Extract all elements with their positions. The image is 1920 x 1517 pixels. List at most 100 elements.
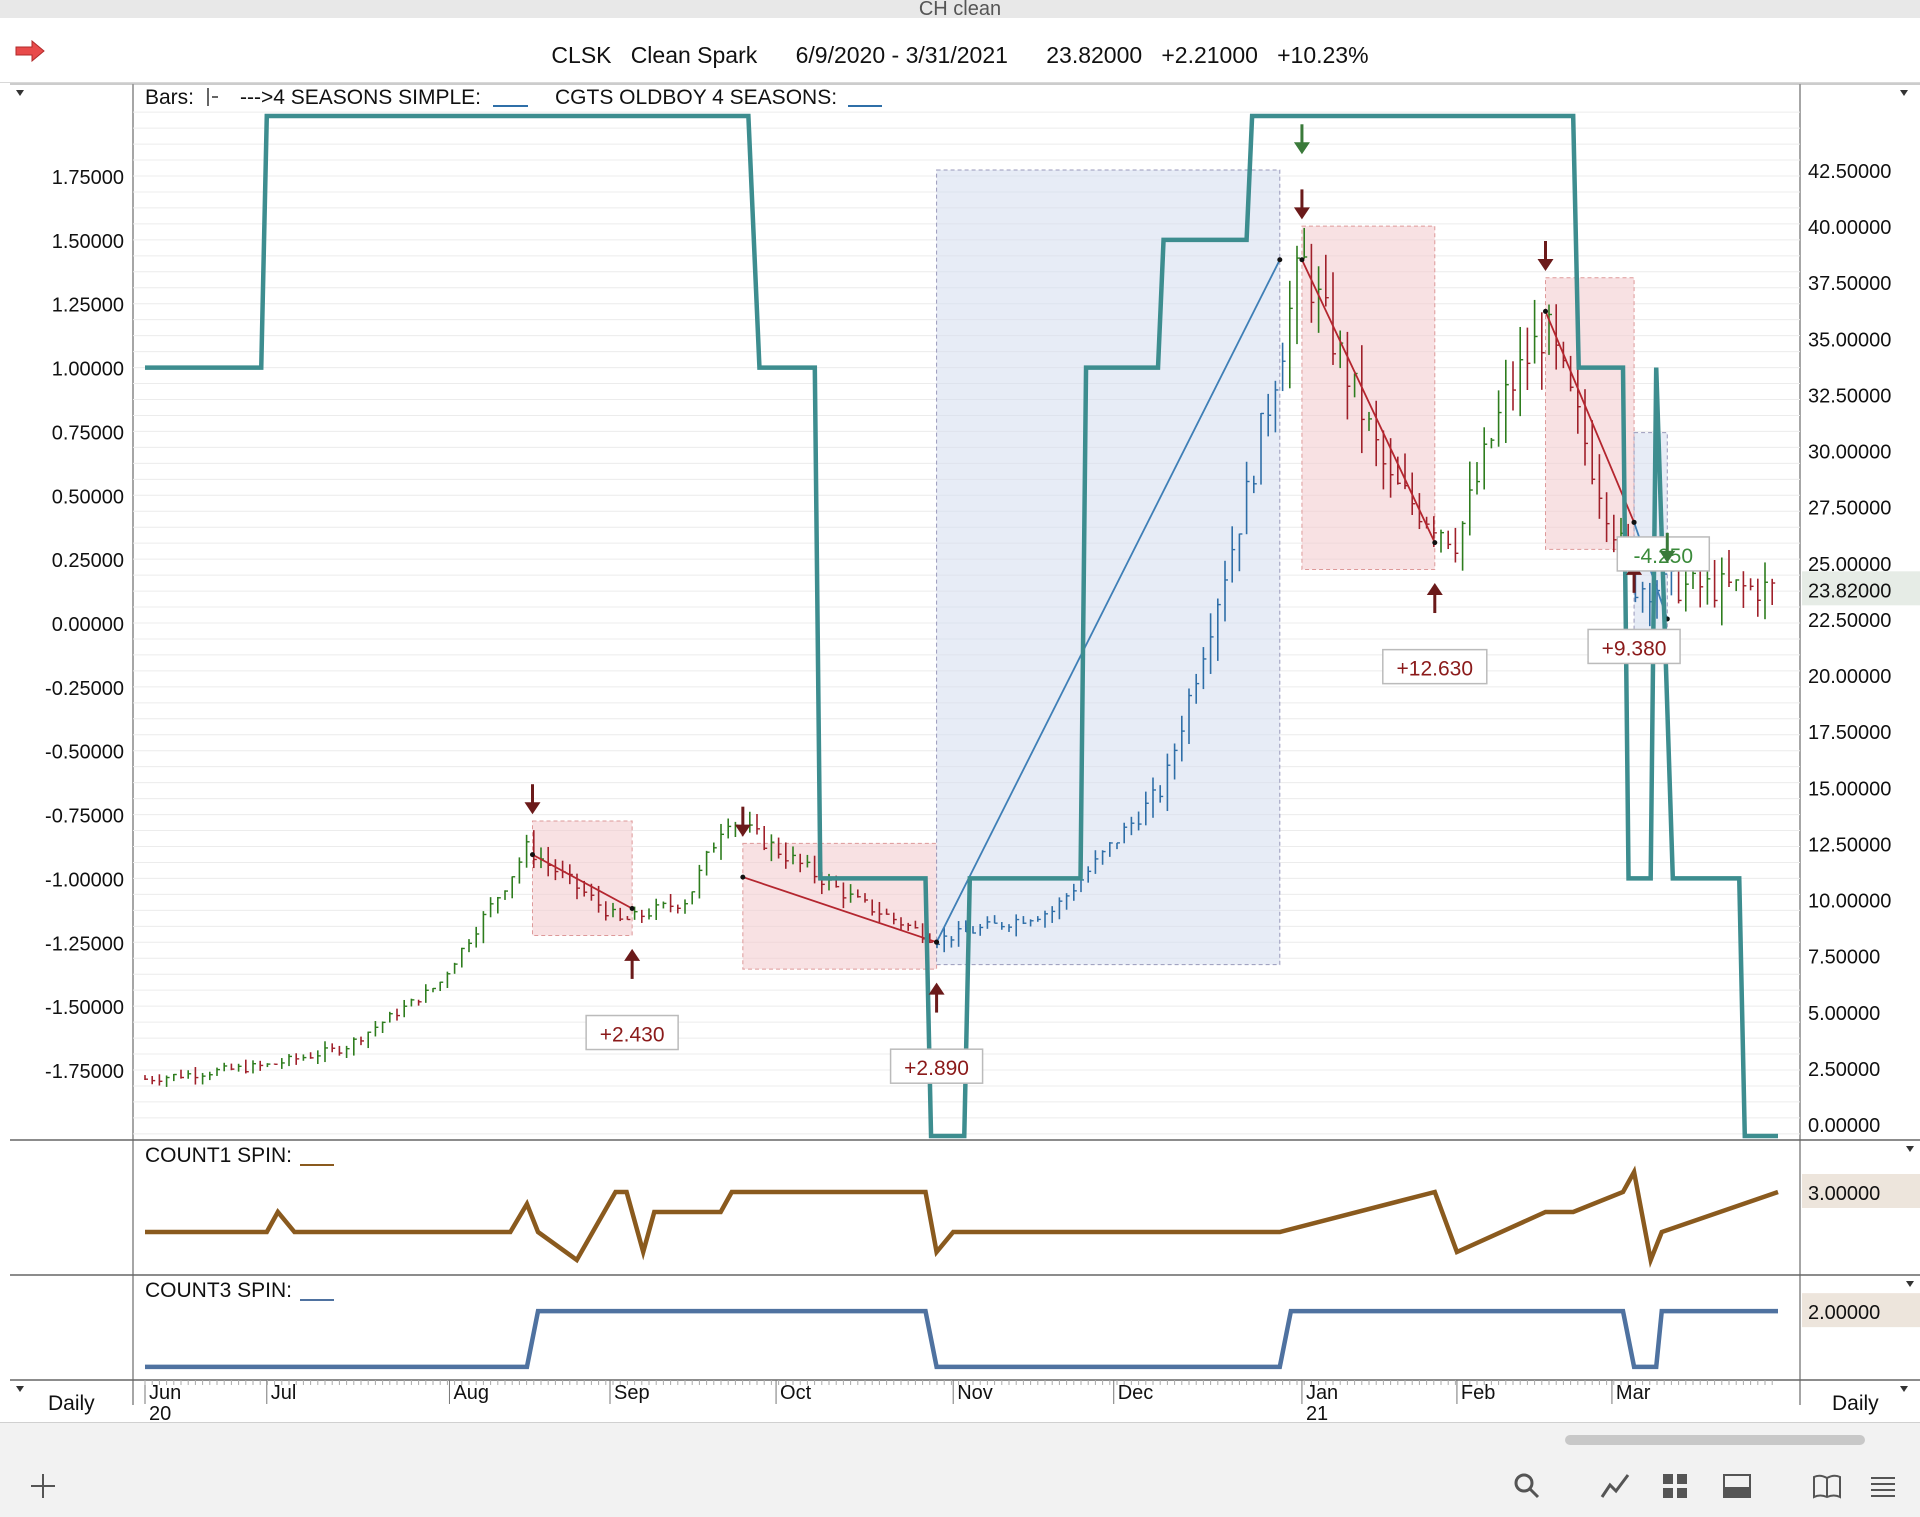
left-tick-label: 0.75000 (52, 422, 124, 444)
count3-panel: 2.00000 (145, 1293, 1920, 1370)
window-title: CH clean (918, 0, 1002, 20)
trade-markers: +2.430+2.890+12.630+9.380-4.250 (524, 124, 1711, 1084)
month-label: Jun (149, 1382, 181, 1404)
count3-label: COUNT3 SPIN: (145, 1279, 292, 1302)
timeframe-left[interactable]: Daily (48, 1392, 95, 1415)
up-arrow-icon (624, 948, 641, 979)
arrow-head (734, 824, 751, 837)
chart-area[interactable]: +2.430+2.890+12.630+9.380-4.250 1.750001… (0, 82, 1920, 1425)
book-icon[interactable] (1810, 1469, 1844, 1503)
line-chart-icon[interactable] (1598, 1469, 1632, 1503)
count1-panel: 3.00000 (145, 1165, 1920, 1269)
count-value-label: 3.00000 (1808, 1183, 1880, 1205)
count1-menu-icon[interactable] (1906, 1146, 1914, 1152)
left-tick-label: 0.25000 (52, 550, 124, 572)
arrow-head (1659, 550, 1676, 563)
timeframe-right[interactable]: Daily (1832, 1392, 1879, 1415)
right-tick-label: 15.00000 (1808, 778, 1891, 800)
month-label: Feb (1461, 1382, 1495, 1404)
arrow-head (1293, 207, 1310, 220)
time-axis: Jun Jul Aug Sep Oct Nov Dec Jan Feb Mar 20 21 (144, 1380, 1773, 1425)
menu-icon[interactable] (1866, 1469, 1900, 1503)
trade-lines (529, 257, 1670, 945)
price-change-pct: +10.23% (1277, 42, 1369, 68)
right-tick-label: 0.00000 (1808, 1115, 1880, 1137)
symbol: CLSK (551, 42, 612, 68)
last-price-tag (1802, 571, 1920, 606)
trade-label: +9.380 (1602, 637, 1667, 660)
up-arrow-icon (1426, 583, 1443, 614)
trade-entry-dot (934, 939, 940, 945)
left-tick-label: 1.50000 (52, 231, 124, 253)
plus-icon[interactable] (26, 1469, 60, 1503)
right-tick-label: 37.50000 (1808, 273, 1891, 295)
arrow-head (928, 982, 945, 995)
grid-layout-icon[interactable] (1658, 1469, 1692, 1503)
trade-entry-dot (1543, 308, 1549, 314)
trade-entry-dot (1299, 257, 1305, 263)
left-tick-label: -1.50000 (45, 997, 124, 1019)
right-tick-label: 12.50000 (1808, 834, 1891, 856)
trade-line (532, 853, 633, 910)
month-label: Nov (957, 1382, 993, 1404)
right-tick-label: 5.00000 (1808, 1003, 1880, 1025)
right-tick-label: 17.50000 (1808, 722, 1891, 744)
right-tick-label: 25.00000 (1808, 554, 1891, 576)
search-icon[interactable] (1510, 1469, 1544, 1503)
right-tick-label: 22.50000 (1808, 610, 1891, 632)
trade-box (936, 169, 1281, 966)
month-label: Mar (1616, 1382, 1651, 1404)
count-line (145, 1308, 1778, 1370)
trade-label-box (585, 1014, 679, 1051)
left-tick-label: -1.25000 (45, 933, 124, 955)
right-axis: 42.50000 40.00000 37.50000 35.00000 32.50000… (1802, 161, 1920, 1137)
trade-label: +2.430 (600, 1024, 665, 1047)
down-arrow-icon (1293, 124, 1310, 155)
count-line (145, 1165, 1779, 1269)
month-label: Dec (1118, 1382, 1154, 1404)
trade-entry-dot (1631, 519, 1637, 525)
window-titlebar: CH clean (0, 0, 1920, 20)
trade-label-box (1382, 648, 1488, 685)
left-tick-label: 0.00000 (52, 614, 124, 636)
four-seasons-step-line (145, 113, 1778, 1139)
right-tick-label: 35.00000 (1808, 329, 1891, 351)
left-tick-label: 1.25000 (52, 295, 124, 317)
chart-svg[interactable]: +2.430+2.890+12.630+9.380-4.250 1.750001… (0, 82, 1920, 1425)
right-tick-label: 30.00000 (1808, 442, 1891, 464)
panel-right-menu-icon[interactable] (1900, 90, 1908, 96)
panel-layout-icon[interactable] (1720, 1469, 1754, 1503)
trade-exit-dot (629, 906, 635, 912)
right-tick-label: 10.00000 (1808, 891, 1891, 913)
date-range: 6/9/2020 - 3/31/2021 (795, 42, 1008, 68)
trade-label: +12.630 (1397, 658, 1474, 681)
red-arrow-icon[interactable] (14, 40, 46, 62)
month-label: Jan (1306, 1382, 1338, 1404)
month-label: Sep (614, 1382, 650, 1404)
right-tick-label: 7.50000 (1808, 947, 1880, 969)
arrow-head (1537, 259, 1554, 272)
trade-line (1544, 311, 1635, 523)
timeframe-menu-icon[interactable] (16, 1386, 24, 1392)
horizontal-scrollbar[interactable] (1565, 1435, 1865, 1445)
month-label: Oct (780, 1382, 812, 1404)
trade-line (742, 876, 937, 944)
year-label: 20 (149, 1403, 171, 1422)
down-arrow-icon (734, 806, 751, 837)
panel-menu-icon[interactable] (16, 90, 24, 96)
trade-box (531, 820, 633, 936)
trade-line (1301, 259, 1436, 544)
left-tick-label: 0.50000 (52, 486, 124, 508)
count-value-tag (1802, 1174, 1920, 1208)
last-price-label: 23.82000 (1808, 580, 1891, 602)
count3-menu-icon[interactable] (1906, 1281, 1914, 1287)
bottom-toolbar (0, 1422, 1920, 1517)
arrow-head (1426, 583, 1443, 596)
up-arrow-icon (928, 982, 945, 1013)
timeframe-right-menu-icon[interactable] (1900, 1386, 1908, 1392)
month-label: Jul (271, 1382, 297, 1404)
left-axis: 1.75000 1.50000 1.25000 1.00000 0.75000 0.500… (45, 167, 124, 1083)
month-label: Aug (453, 1382, 489, 1404)
trade-box (1301, 225, 1436, 571)
left-tick-label: -1.75000 (45, 1061, 124, 1083)
